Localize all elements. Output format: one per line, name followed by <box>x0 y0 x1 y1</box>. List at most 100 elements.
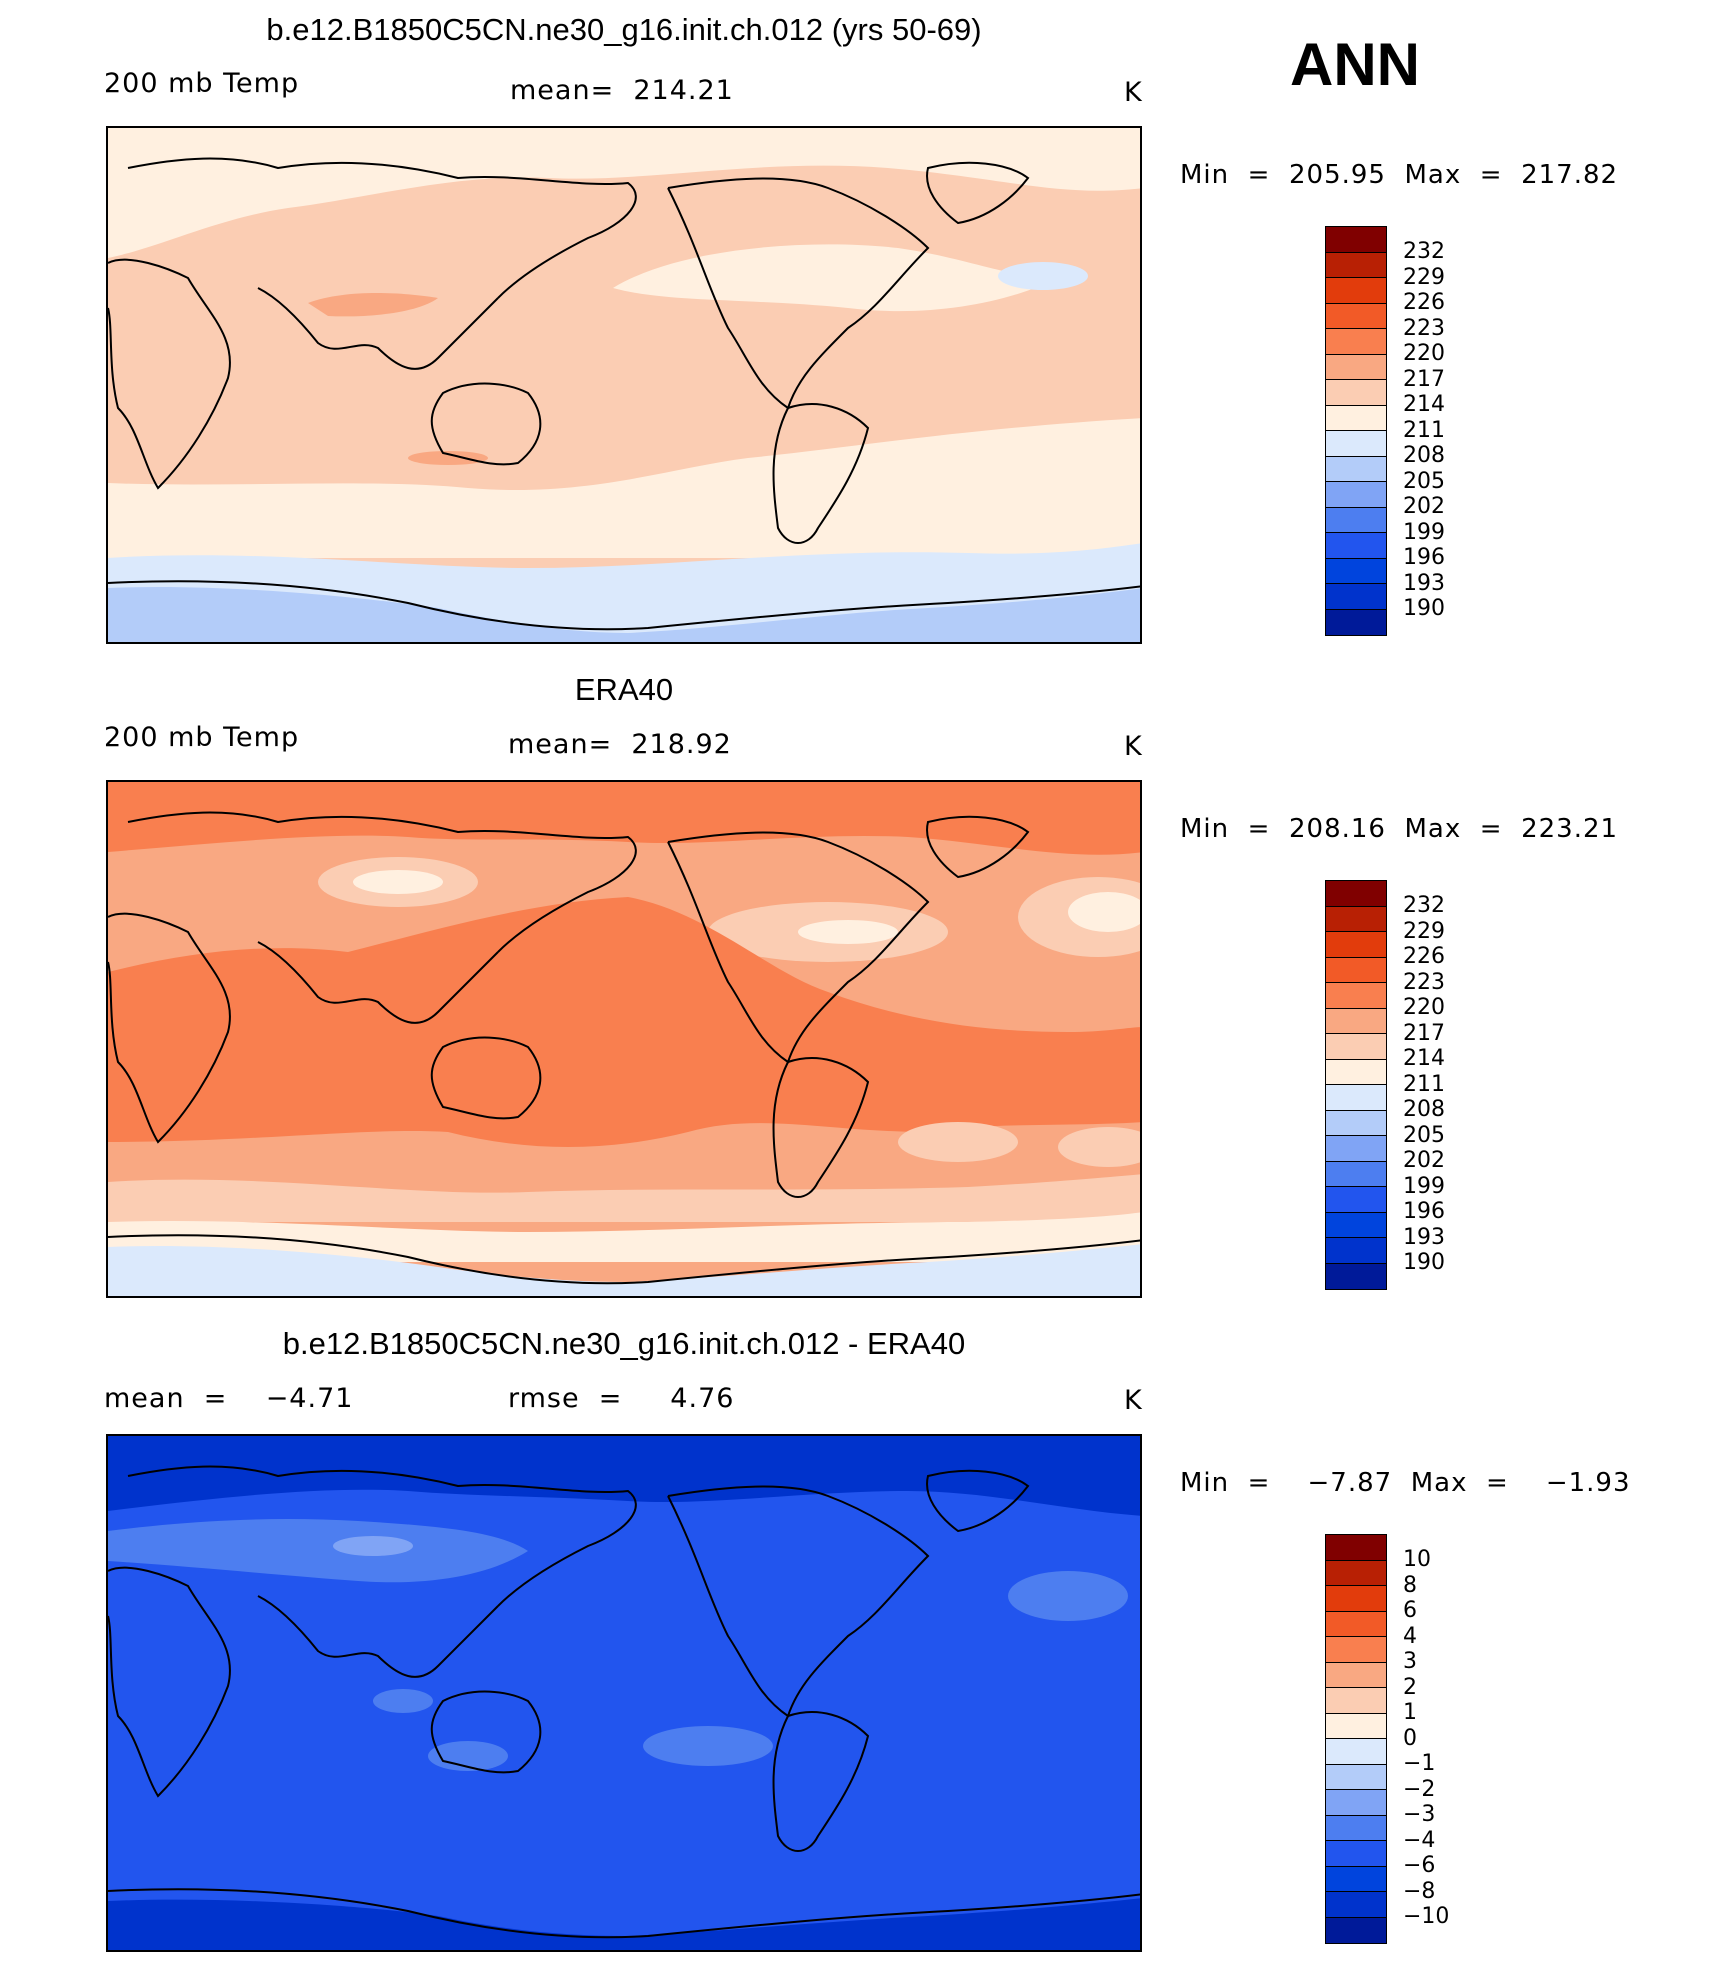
panel3-colorbar-boxes <box>1325 1534 1387 1944</box>
colorbar-label: 208 <box>1403 1097 1445 1122</box>
colorbar-label: 220 <box>1403 995 1445 1020</box>
colorbar-box <box>1326 1085 1386 1111</box>
colorbar-box <box>1326 1059 1386 1085</box>
panel2-minmax: Min = 208.16 Max = 223.21 <box>1180 814 1619 844</box>
colorbar-box <box>1326 1866 1386 1892</box>
colorbar-label: −3 <box>1403 1802 1436 1827</box>
colorbar-box <box>1326 1212 1386 1238</box>
panel1-mean-label: mean= 214.21 <box>510 75 734 106</box>
colorbar-box <box>1326 1662 1386 1688</box>
colorbar-label: 217 <box>1403 366 1445 392</box>
panel1-colorbar-boxes <box>1325 226 1387 636</box>
colorbar-label: −2 <box>1403 1776 1436 1802</box>
panel3-units-label: K <box>1124 1385 1143 1416</box>
colorbar-box <box>1326 881 1386 907</box>
colorbar-label: 220 <box>1403 341 1445 366</box>
colorbar-label: −10 <box>1403 1904 1450 1929</box>
colorbar-box <box>1326 1238 1386 1264</box>
colorbar-box <box>1326 1136 1386 1162</box>
colorbar-label: 2 <box>1403 1674 1417 1700</box>
colorbar-box <box>1326 1764 1386 1790</box>
colorbar-box <box>1326 558 1386 584</box>
colorbar-label: 205 <box>1403 1122 1445 1148</box>
colorbar-box <box>1326 1560 1386 1586</box>
panel2-mean-label: mean= 218.92 <box>508 729 732 760</box>
colorbar-label: 4 <box>1403 1623 1417 1649</box>
colorbar-box <box>1326 431 1386 457</box>
colorbar-label: 8 <box>1403 1572 1417 1598</box>
colorbar-label: 226 <box>1403 290 1445 315</box>
colorbar-box <box>1326 456 1386 482</box>
colorbar-label: 208 <box>1403 443 1445 468</box>
colorbar-label: 196 <box>1403 545 1445 570</box>
panel3-map <box>106 1434 1142 1952</box>
colorbar-box <box>1326 482 1386 508</box>
colorbar-label: 214 <box>1403 392 1445 417</box>
colorbar-box <box>1326 278 1386 304</box>
colorbar-label: 229 <box>1403 918 1445 944</box>
panel2-units-label: K <box>1124 731 1143 762</box>
colorbar-box <box>1326 1637 1386 1663</box>
colorbar-box <box>1326 1263 1386 1289</box>
colorbar-box <box>1326 405 1386 431</box>
colorbar-box <box>1326 227 1386 253</box>
colorbar-label: 211 <box>1403 1071 1445 1097</box>
colorbar-box <box>1326 329 1386 355</box>
colorbar-box <box>1326 533 1386 559</box>
colorbar-box <box>1326 303 1386 329</box>
season-label: ANN <box>1290 31 1420 98</box>
colorbar-label: 199 <box>1403 1173 1445 1199</box>
colorbar-label: −6 <box>1403 1853 1436 1878</box>
panel1-title: b.e12.B1850C5CN.ne30_g16.init.ch.012 (yr… <box>266 12 982 47</box>
colorbar-box <box>1326 1008 1386 1034</box>
colorbar-box <box>1326 507 1386 533</box>
colorbar-box <box>1326 1535 1386 1561</box>
panel2-map <box>106 780 1142 1298</box>
colorbar-box <box>1326 1611 1386 1637</box>
colorbar-label: 193 <box>1403 570 1445 596</box>
colorbar-box <box>1326 380 1386 406</box>
panel1-map <box>106 126 1142 644</box>
colorbar-box <box>1326 932 1386 958</box>
panel3-rmse-label: rmse = 4.76 <box>508 1383 735 1414</box>
panel2-variable-label: 200 mb Temp <box>104 722 300 753</box>
colorbar-box <box>1326 252 1386 278</box>
colorbar-label: 229 <box>1403 264 1445 290</box>
panel3-minmax: Min = −7.87 Max = −1.93 <box>1180 1468 1631 1498</box>
colorbar-label: 190 <box>1403 1250 1445 1275</box>
colorbar-box <box>1326 906 1386 932</box>
colorbar-box <box>1326 1187 1386 1213</box>
colorbar-box <box>1326 609 1386 635</box>
colorbar-label: 232 <box>1403 893 1445 918</box>
colorbar-box <box>1326 1586 1386 1612</box>
colorbar-label: 232 <box>1403 239 1445 264</box>
colorbar-label: 3 <box>1403 1649 1417 1674</box>
panel3-title: b.e12.B1850C5CN.ne30_g16.init.ch.012 - E… <box>282 1326 966 1361</box>
colorbar-box <box>1326 1917 1386 1943</box>
colorbar-label: 202 <box>1403 1148 1445 1173</box>
colorbar-box <box>1326 354 1386 380</box>
colorbar-box <box>1326 1841 1386 1867</box>
colorbar-label: 214 <box>1403 1046 1445 1071</box>
colorbar-label: 223 <box>1403 969 1445 995</box>
colorbar-label: 10 <box>1403 1547 1431 1572</box>
colorbar-label: −1 <box>1403 1751 1436 1776</box>
colorbar-label: −8 <box>1403 1878 1436 1904</box>
colorbar-label: 217 <box>1403 1020 1445 1046</box>
colorbar-box <box>1326 1034 1386 1060</box>
colorbar-box <box>1326 1688 1386 1714</box>
panel3-mean-label: mean = −4.71 <box>104 1383 354 1414</box>
colorbar-label: 1 <box>1403 1700 1417 1725</box>
colorbar-box <box>1326 983 1386 1009</box>
colorbar-label: 211 <box>1403 417 1445 443</box>
panel1-units-label: K <box>1124 77 1143 108</box>
panel1-variable-label: 200 mb Temp <box>104 68 300 99</box>
colorbar-box <box>1326 957 1386 983</box>
colorbar-box <box>1326 1815 1386 1841</box>
colorbar-label: 199 <box>1403 519 1445 545</box>
colorbar-label: 202 <box>1403 494 1445 519</box>
colorbar-label: 223 <box>1403 315 1445 341</box>
colorbar-box <box>1326 1892 1386 1918</box>
colorbar-box <box>1326 1713 1386 1739</box>
colorbar-label: 226 <box>1403 944 1445 969</box>
